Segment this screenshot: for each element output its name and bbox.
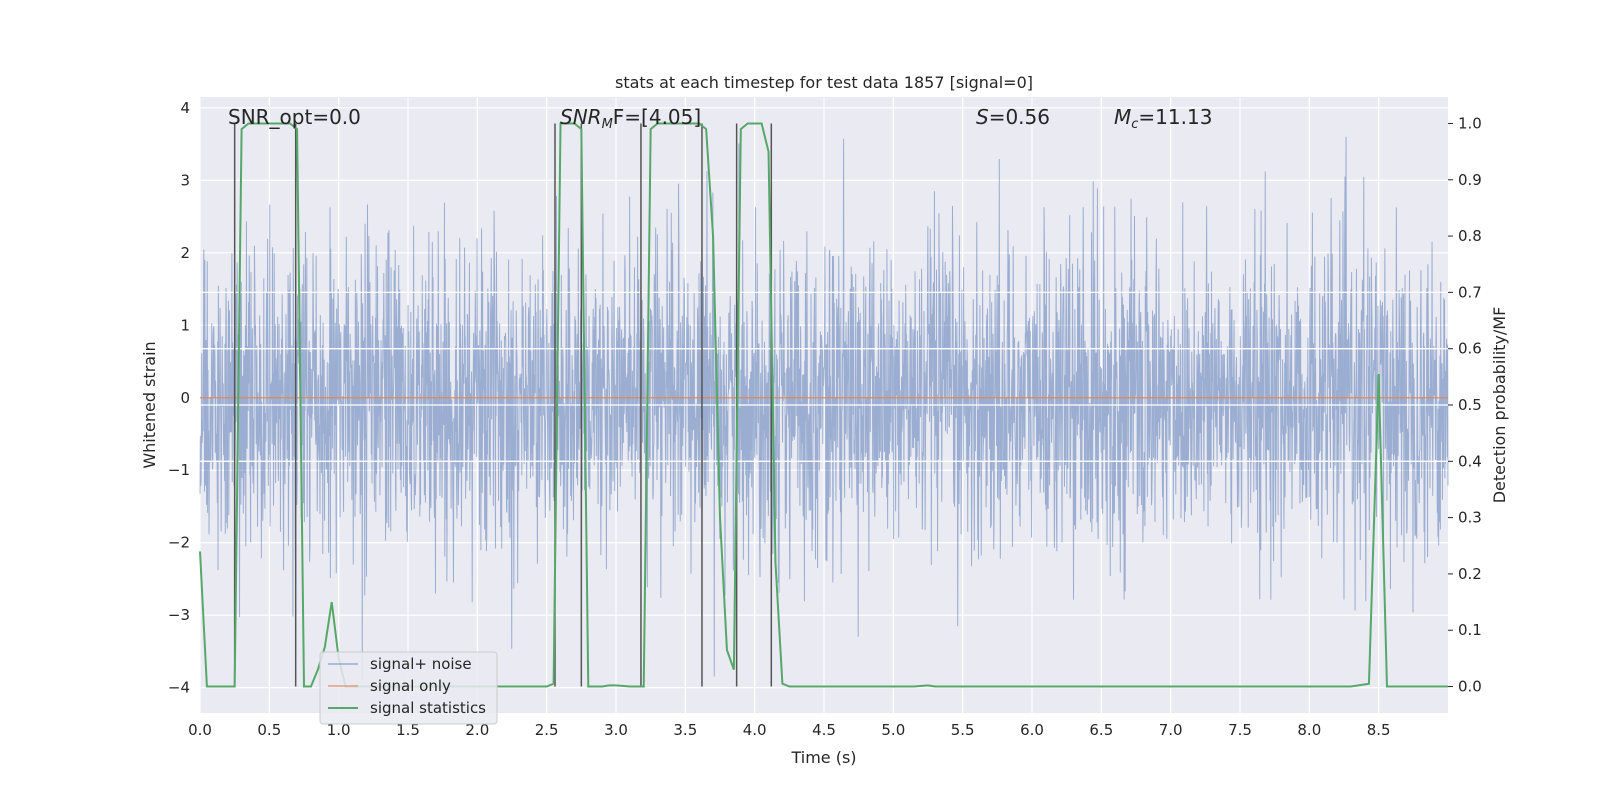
y-tick-label-right: 1.0 [1458,114,1482,132]
annotation-mc: Mc=11.13 [1114,105,1212,132]
y-tick-label-left: 3 [180,171,190,189]
annotation-snr-mf: SNRMF=[4.05] [560,105,701,132]
y-tick-label-left: −2 [168,534,190,552]
y-axis-label-left: Whitened strain [140,341,159,468]
y-tick-label-left: −4 [168,679,190,697]
y-tick-label-right: 0.8 [1458,227,1482,245]
y-tick-label-left: 0 [180,389,190,407]
y-tick-label-right: 0.1 [1458,621,1482,639]
mc-base: M [1114,105,1131,129]
x-tick-label: 4.0 [743,721,767,739]
y-tick-label-left: 2 [180,244,190,262]
x-tick-label: 3.5 [673,721,697,739]
x-tick-label: 4.5 [812,721,836,739]
signal-statistics-series [199,122,1448,688]
y-tick-label-left: −3 [168,606,190,624]
y-tick-label-right: 0.2 [1458,565,1482,583]
x-tick-label: 6.0 [1020,721,1044,739]
s-value: =0.56 [989,105,1050,129]
x-tick-label: 3.0 [604,721,628,739]
event-vertical-lines [233,123,773,687]
x-tick-label: 2.5 [535,721,559,739]
y-axis-label-right: Detection probability/MF [1490,307,1509,504]
x-axis-label: Time (s) [790,748,856,767]
x-tick-label: 7.5 [1228,721,1252,739]
x-tick-label: 5.5 [951,721,975,739]
legend-label-signal-noise: signal+ noise [370,655,472,673]
y-tick-label-right: 0.4 [1458,452,1482,470]
legend-label-signal-only: signal only [370,677,451,695]
y-tick-label-right: 0.3 [1458,509,1482,527]
y-ticks-right: 1.0 0.9 0.8 0.7 0.6 0.5 0.4 0.3 0.2 0.1 0.0 [1448,114,1482,696]
chart-title: stats at each timestep for test data 185… [615,73,1033,92]
x-tick-label: 7.0 [1159,721,1183,739]
signal-noise-series [199,136,1449,680]
y-tick-label-left: 1 [180,316,190,334]
signal-noise-line [199,136,1449,680]
mc-value: =11.13 [1138,105,1212,129]
y-tick-label-right: 0.6 [1458,340,1482,358]
s-base: S [976,105,989,129]
x-tick-label: 8.5 [1367,721,1391,739]
x-tick-label: 1.0 [327,721,351,739]
threshold-lines [200,291,1448,462]
legend: signal+ noise signal only signal statist… [319,651,498,725]
x-tick-label: 6.5 [1089,721,1113,739]
legend-box [319,651,498,725]
y-tick-label-right: 0.0 [1458,678,1482,696]
snr-mf-rest: F=[4.05] [613,105,701,129]
y-tick-label-right: 0.9 [1458,171,1482,189]
y-ticks-left: 4 3 2 1 0 −1 −2 −3 −4 [168,99,190,697]
y-tick-label-right: 0.5 [1458,396,1482,414]
x-tick-label: 8.0 [1297,721,1321,739]
x-tick-label: 0.0 [188,721,212,739]
signal-statistics-line [199,122,1448,688]
y-tick-label-right: 0.7 [1458,283,1482,301]
x-tick-label: 0.5 [257,721,281,739]
x-tick-label: 2.0 [465,721,489,739]
mc-sub: c [1131,117,1138,132]
y-tick-label-left: −1 [168,461,190,479]
legend-label-signal-statistics: signal statistics [370,699,486,717]
x-ticks: 0.0 0.5 1.0 1.5 2.0 2.5 3.0 3.5 4.0 4.5 5.0 5.5 6.0 6… [188,721,1391,739]
snr-mf-base: SNR [560,105,602,129]
annotation-snr-opt: SNR_opt=0.0 [228,105,361,129]
annotation-s: S=0.56 [976,105,1050,129]
snr-mf-sub: M [602,117,613,132]
y-tick-label-left: 4 [180,99,190,117]
x-tick-label: 5.0 [881,721,905,739]
x-tick-label: 1.5 [396,721,420,739]
